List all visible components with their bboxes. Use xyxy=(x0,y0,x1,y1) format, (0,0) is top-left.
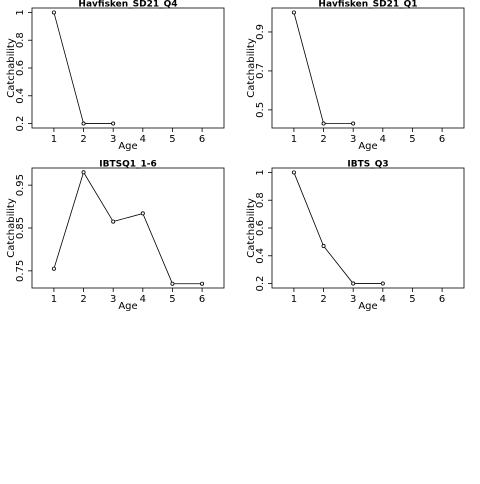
plot-frame xyxy=(271,167,465,289)
x-tick-label: 2 xyxy=(80,134,86,145)
title: Havfisken_SD21_Q1 xyxy=(318,0,417,10)
y-tick-label: 0.75 xyxy=(15,260,26,282)
data-point xyxy=(351,121,356,126)
y-tick-label: 0.7 xyxy=(255,63,266,79)
x-tick-label: 3 xyxy=(350,134,356,145)
y-tick-label: 0.9 xyxy=(255,24,266,40)
y-tick-label: 1 xyxy=(255,169,266,175)
x-tick-label: 1 xyxy=(51,294,57,305)
y-tick-label: 0.8 xyxy=(255,192,266,208)
data-line xyxy=(293,12,354,124)
data-point xyxy=(291,170,296,175)
x-tick-label: 1 xyxy=(291,294,297,305)
y-axis-label: Catchability xyxy=(246,38,257,98)
x-tick-label: 4 xyxy=(380,134,386,145)
data-line xyxy=(293,172,383,284)
x-tick-label: 3 xyxy=(110,134,116,145)
x-tick-label: 3 xyxy=(350,294,356,305)
x-tick-label: 6 xyxy=(199,294,205,305)
title: IBTSQ1_1-6 xyxy=(99,160,157,170)
x-tick-label: 6 xyxy=(199,134,205,145)
x-tick-label: 5 xyxy=(169,134,175,145)
title: Havfisken_SD21_Q4 xyxy=(78,0,177,10)
x-tick-label: 4 xyxy=(140,294,146,305)
y-tick-label: 0.5 xyxy=(255,102,266,118)
data-point xyxy=(351,281,356,286)
x-tick-label: 1 xyxy=(291,134,297,145)
data-point xyxy=(170,281,175,286)
y-axis-label: Catchability xyxy=(246,198,257,258)
data-line xyxy=(53,171,203,285)
y-tick-label: 1 xyxy=(15,9,26,15)
data-point xyxy=(321,121,326,126)
plot-frame xyxy=(31,167,225,289)
y-tick-label: 0.85 xyxy=(15,217,26,239)
y-tick-label: 0.4 xyxy=(255,248,266,264)
data-point xyxy=(81,121,86,126)
data-point xyxy=(291,10,296,15)
plot-frame xyxy=(31,7,225,129)
data-point xyxy=(200,281,205,286)
y-tick-label: 0.2 xyxy=(255,276,266,292)
data-line xyxy=(53,12,114,124)
y-tick-label: 0.95 xyxy=(15,174,26,196)
title: IBTS_Q3 xyxy=(347,160,388,170)
x-tick-label: 2 xyxy=(320,134,326,145)
data-point xyxy=(81,170,86,175)
data-point xyxy=(111,121,116,126)
x-tick-label: 5 xyxy=(169,294,175,305)
y-tick-label: 0.6 xyxy=(255,220,266,236)
x-tick-label: 5 xyxy=(409,294,415,305)
y-axis-label: Catchability xyxy=(6,198,17,258)
data-point xyxy=(380,281,385,286)
x-axis-label: Age xyxy=(358,141,377,152)
data-point xyxy=(111,219,116,224)
x-tick-label: 2 xyxy=(320,294,326,305)
y-tick-label: 0.8 xyxy=(15,32,26,48)
plot-frame xyxy=(271,7,465,129)
x-tick-label: 4 xyxy=(380,294,386,305)
data-point xyxy=(321,244,326,249)
y-axis-label: Catchability xyxy=(6,38,17,98)
data-point xyxy=(51,10,56,15)
x-tick-label: 6 xyxy=(439,294,445,305)
x-tick-label: 3 xyxy=(110,294,116,305)
x-tick-label: 1 xyxy=(51,134,57,145)
x-tick-label: 5 xyxy=(409,134,415,145)
data-point xyxy=(140,211,145,216)
x-tick-label: 2 xyxy=(80,294,86,305)
x-axis-label: Age xyxy=(358,301,377,312)
y-tick-label: 0.6 xyxy=(15,60,26,76)
x-tick-label: 4 xyxy=(140,134,146,145)
x-axis-label: Age xyxy=(118,141,137,152)
x-axis-label: Age xyxy=(118,301,137,312)
y-tick-label: 0.4 xyxy=(15,88,26,104)
data-point xyxy=(51,266,56,271)
y-tick-label: 0.2 xyxy=(15,116,26,132)
x-tick-label: 6 xyxy=(439,134,445,145)
